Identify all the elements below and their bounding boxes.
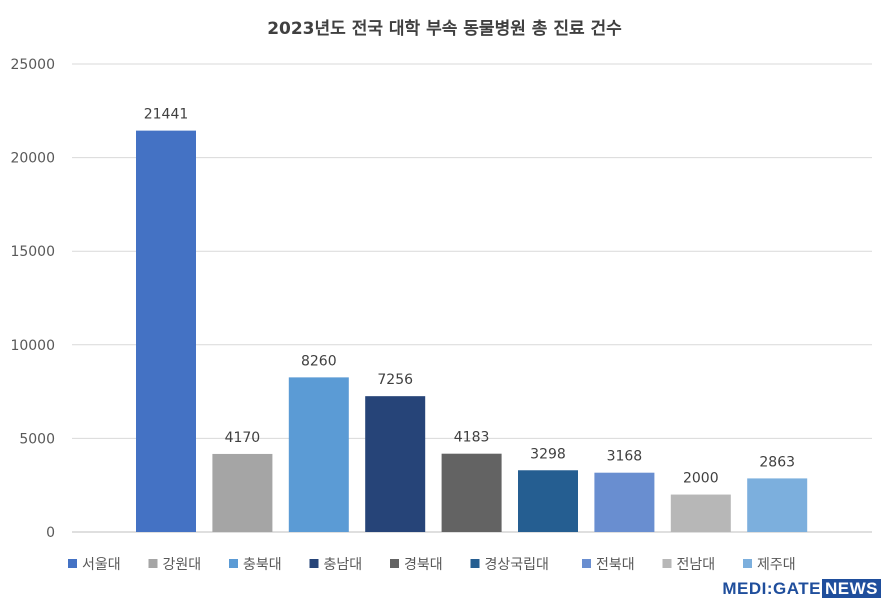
legend-swatch [662, 559, 672, 568]
legend-swatch [309, 559, 319, 568]
logo-suffix: NEWS [822, 579, 881, 598]
legend-label: 충남대 [324, 557, 363, 573]
bar [212, 453, 273, 532]
y-tick-label: 0 [46, 525, 55, 541]
legend-swatch [390, 559, 399, 568]
chart-title: 2023년도 전국 대학 부속 동물병원 총 진료 건수 [267, 19, 622, 39]
legend-swatch [743, 559, 752, 568]
data-label: 2863 [759, 454, 795, 470]
data-label: 21441 [144, 107, 189, 123]
legend-label: 전북대 [596, 557, 635, 573]
legend-label: 경북대 [404, 557, 443, 573]
data-label: 3298 [530, 446, 566, 462]
medigate-news-logo: MEDI:GATE NEWS [722, 579, 881, 599]
data-label: 3168 [607, 449, 643, 465]
y-tick-label: 15000 [10, 244, 55, 260]
legend-swatch [68, 559, 77, 568]
legend-label: 충북대 [243, 557, 282, 573]
data-label: 8260 [301, 353, 337, 369]
data-label: 7256 [377, 372, 413, 388]
y-tick-label: 5000 [19, 431, 55, 447]
bar [136, 130, 196, 532]
legend-label: 제주대 [757, 557, 796, 573]
bar [670, 494, 731, 532]
y-tick-label: 20000 [10, 151, 55, 167]
bar [747, 478, 808, 532]
legend-swatch [229, 559, 238, 568]
legend-label: 경상국립대 [485, 557, 549, 573]
legend-label: 강원대 [163, 557, 202, 573]
bar [518, 470, 578, 532]
bar [365, 396, 426, 532]
data-label: 4183 [454, 430, 490, 446]
y-tick-label: 10000 [10, 338, 55, 354]
legend-swatch [148, 559, 158, 568]
legend-label: 전남대 [677, 557, 716, 573]
legend-swatch [582, 559, 591, 568]
logo-prefix: MEDI:GATE [722, 579, 821, 598]
bar [288, 377, 349, 532]
bar [441, 453, 502, 532]
data-label: 4170 [225, 430, 261, 446]
legend-swatch [470, 559, 480, 568]
bar [594, 472, 655, 532]
legend-label: 서울대 [82, 557, 121, 573]
y-tick-label: 25000 [10, 57, 55, 73]
data-label: 2000 [683, 471, 719, 487]
